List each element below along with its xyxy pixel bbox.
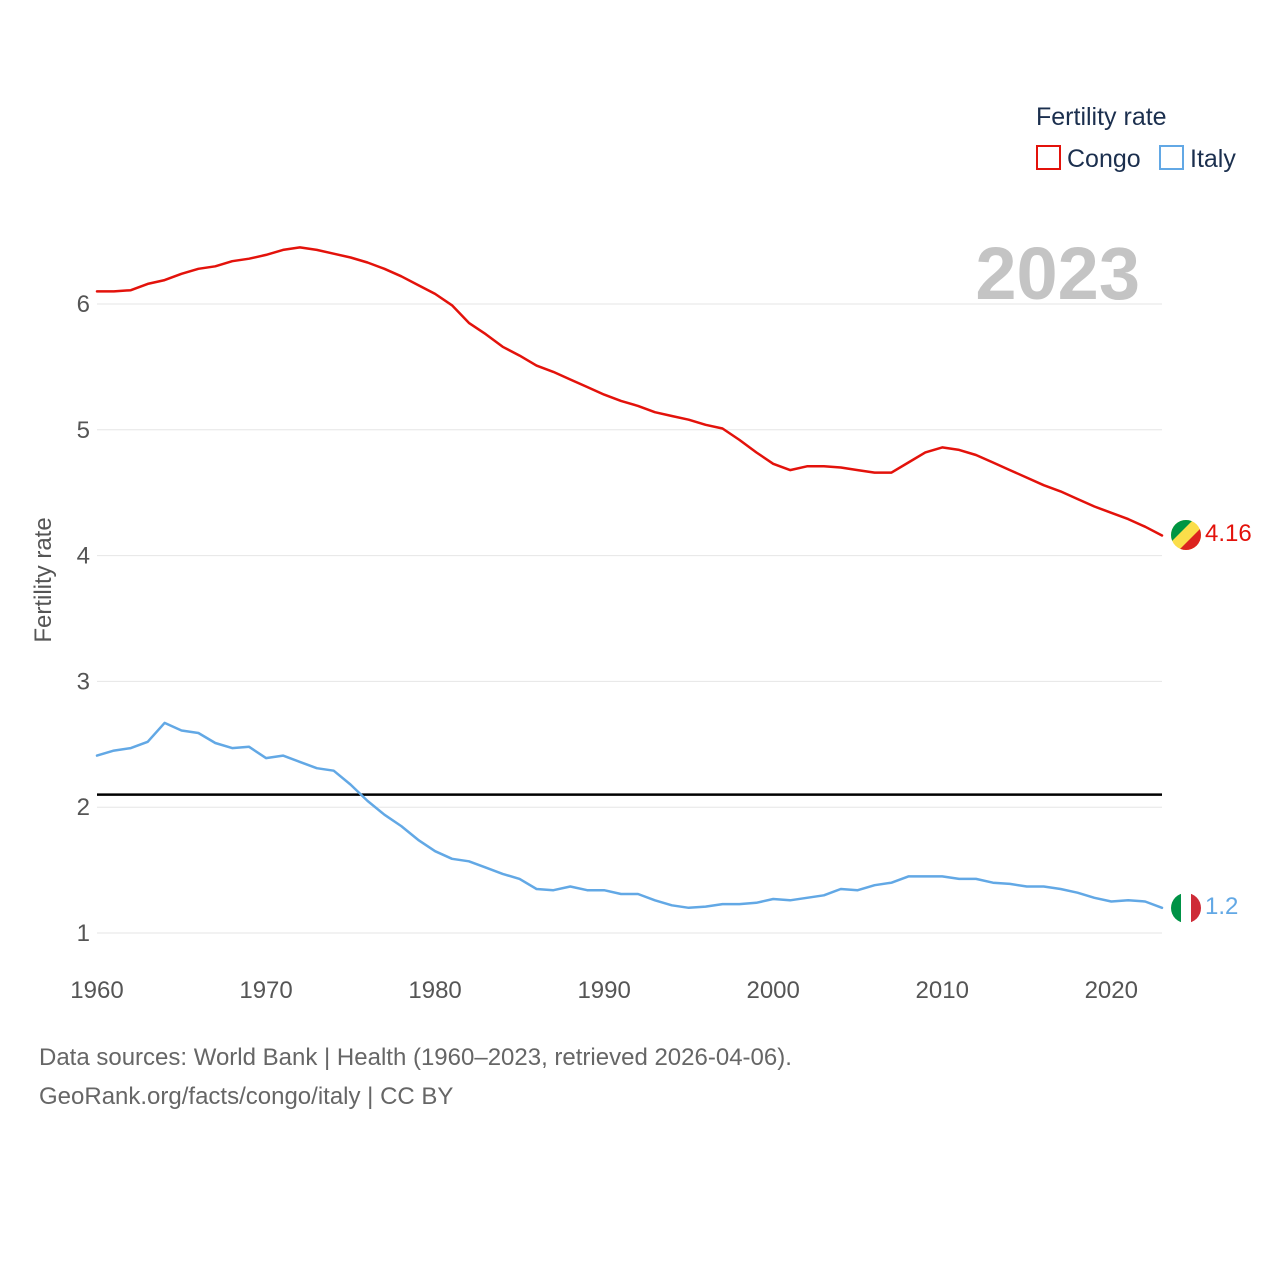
source-note: Data sources: World Bank | Health (1960–… [39,1044,792,1071]
legend: Fertility rate Congo Italy [1036,103,1236,173]
italy-end-value: 1.2 [1205,893,1238,920]
x-tick-label: 2020 [1085,977,1138,1004]
x-tick-label: 1990 [577,977,630,1004]
x-tick-label: 2010 [916,977,969,1004]
x-tick-label: 1960 [70,977,123,1004]
y-tick-label: 5 [77,417,90,444]
legend-title: Fertility rate [1036,103,1167,131]
series-line-congo [95,246,1164,537]
y-tick-label: 6 [77,291,90,318]
series-lines [95,246,1164,910]
italy-flag-icon [1171,893,1201,923]
legend-label-congo[interactable]: Congo [1067,145,1141,173]
congo-end-value: 4.16 [1205,520,1252,547]
series-line-italy [95,721,1164,910]
y-tick-label: 4 [77,543,90,570]
end-markers: 4.16 1.2 [1171,520,1252,923]
y-tick-label: 3 [77,668,90,695]
legend-swatch-congo[interactable] [1036,145,1061,170]
legend-swatch-italy[interactable] [1159,145,1184,170]
congo-flag-icon [1171,520,1201,550]
legend-label-italy[interactable]: Italy [1190,145,1236,173]
y-axis-title: Fertility rate [30,517,57,642]
x-tick-label: 1980 [408,977,461,1004]
year-label: 2023 [975,232,1140,315]
source-link: GeoRank.org/facts/congo/italy | CC BY [39,1083,454,1110]
y-tick-label: 2 [77,794,90,821]
x-tick-label: 1970 [239,977,292,1004]
axis-labels: 1 2 3 4 5 6 1960 1970 1980 1990 2000 2010 2020 [70,291,1138,1004]
grid-lines [97,303,1162,934]
y-tick-label: 1 [77,920,90,947]
x-tick-label: 2000 [746,977,799,1004]
